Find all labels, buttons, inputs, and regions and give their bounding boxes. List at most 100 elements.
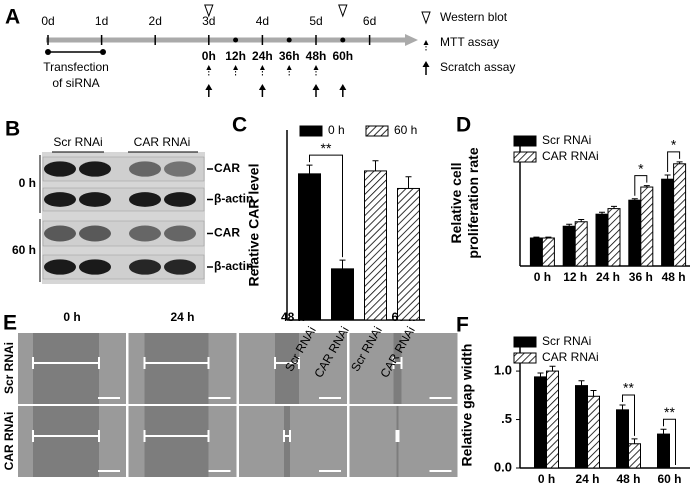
legend-label: Scr RNAi [542,334,591,348]
x-tick-label: 36 h [629,270,653,284]
timeline-arrowhead [405,34,418,46]
gap-bracket [392,357,403,369]
blot-band [44,225,76,242]
y-axis-label: Relative gap width [459,344,475,467]
error-bar [664,174,671,180]
x-tick-label: 24 h [575,472,599,486]
legend-swatch [365,125,389,137]
protein-label: CAR [214,161,240,175]
protein-label: β-actin [214,192,253,206]
blot-strip [42,187,205,212]
legend-swatch [299,125,323,137]
error-bar [566,223,573,227]
bar [575,385,588,469]
y-axis-label: Relative CAR level [246,164,262,287]
legend-label: 0 h [328,123,345,137]
significance-bracket [622,394,635,436]
legend-swatch [513,352,537,364]
y-tick-label: 1.0 [494,363,512,378]
panel-label: E [3,312,17,335]
bar [661,178,675,267]
error-bar [631,438,638,444]
significance-label: * [638,160,644,176]
time-label: 0 h [19,176,36,190]
mtt-arrow [233,65,239,70]
western-marker [204,4,214,18]
mtt-arrow [206,65,212,70]
bar [673,163,687,267]
y-axis-label: proliferation rate [465,147,481,258]
legend-label: 60 h [394,123,417,137]
bar [298,173,321,321]
y-axis-label: Relative cell [448,163,464,244]
day-label: 4d [256,14,269,28]
bar [534,376,547,469]
hour-label: 60h [332,49,353,63]
blot-band [129,192,161,207]
error-bar [545,236,552,238]
micrograph [239,406,347,477]
day-label: 3d [202,14,215,28]
gap-bracket [32,357,100,369]
error-bar [590,389,597,397]
hour-dot [233,37,239,43]
day-label: 5d [309,14,322,28]
gap-bracket [143,430,210,442]
x-tick-label: 24 h [596,270,620,284]
bar [574,221,588,267]
scratch-gap [275,333,299,404]
bar [331,268,354,321]
mtt-arrow [286,65,292,70]
scratch-gap [144,333,209,404]
bar [529,237,543,267]
error-bar [599,211,605,215]
error-bar [619,404,626,410]
legend-swatch [513,151,537,163]
time-label: 60 h [12,243,36,257]
micrograph [349,333,458,404]
error-bar [631,198,638,201]
error-bar [306,164,313,174]
hour-label: 36h [279,49,300,63]
bar [607,208,621,267]
x-tick-label: 60 h [657,472,681,486]
group-label: CAR RNAi [134,135,191,149]
significance-label: ** [623,380,634,396]
y-tick-label: 0.0 [494,459,512,474]
error-bar [578,380,585,386]
blot-band [129,225,161,242]
day-label: 0d [41,14,54,28]
error-bar [339,259,346,269]
x-tick-label: 48 h [616,472,640,486]
bar [657,433,670,469]
gap-bracket [32,430,100,442]
hour-label: 12h [225,49,246,63]
panel-label: C [232,114,247,137]
group-label: Scr RNAi [53,135,102,149]
micrograph [349,406,458,477]
x-tick-label: 12 h [563,270,587,284]
scratch-arrow [312,84,320,90]
error-bar [676,161,683,164]
error-bar [549,365,556,372]
blot-band [79,259,111,275]
scratch-gap [33,333,99,404]
legend-label: Scr RNAi [542,133,591,147]
scratch-gap [284,406,290,477]
panel-label: B [5,118,20,141]
column-label: 24 h [170,310,194,324]
significance-bracket [667,151,681,172]
significance-bracket [309,154,343,258]
gap-bracket [143,357,210,369]
error-bar [643,185,650,188]
gap-bracket [395,430,400,442]
western-icon [421,11,431,25]
scratch-icon [422,61,430,67]
error-bar [611,205,617,209]
day-label: 1d [95,14,108,28]
significance-bracket [663,418,676,465]
legend-label: Western blot [440,10,508,24]
mtt-arrow [313,65,319,70]
bar [587,395,600,469]
